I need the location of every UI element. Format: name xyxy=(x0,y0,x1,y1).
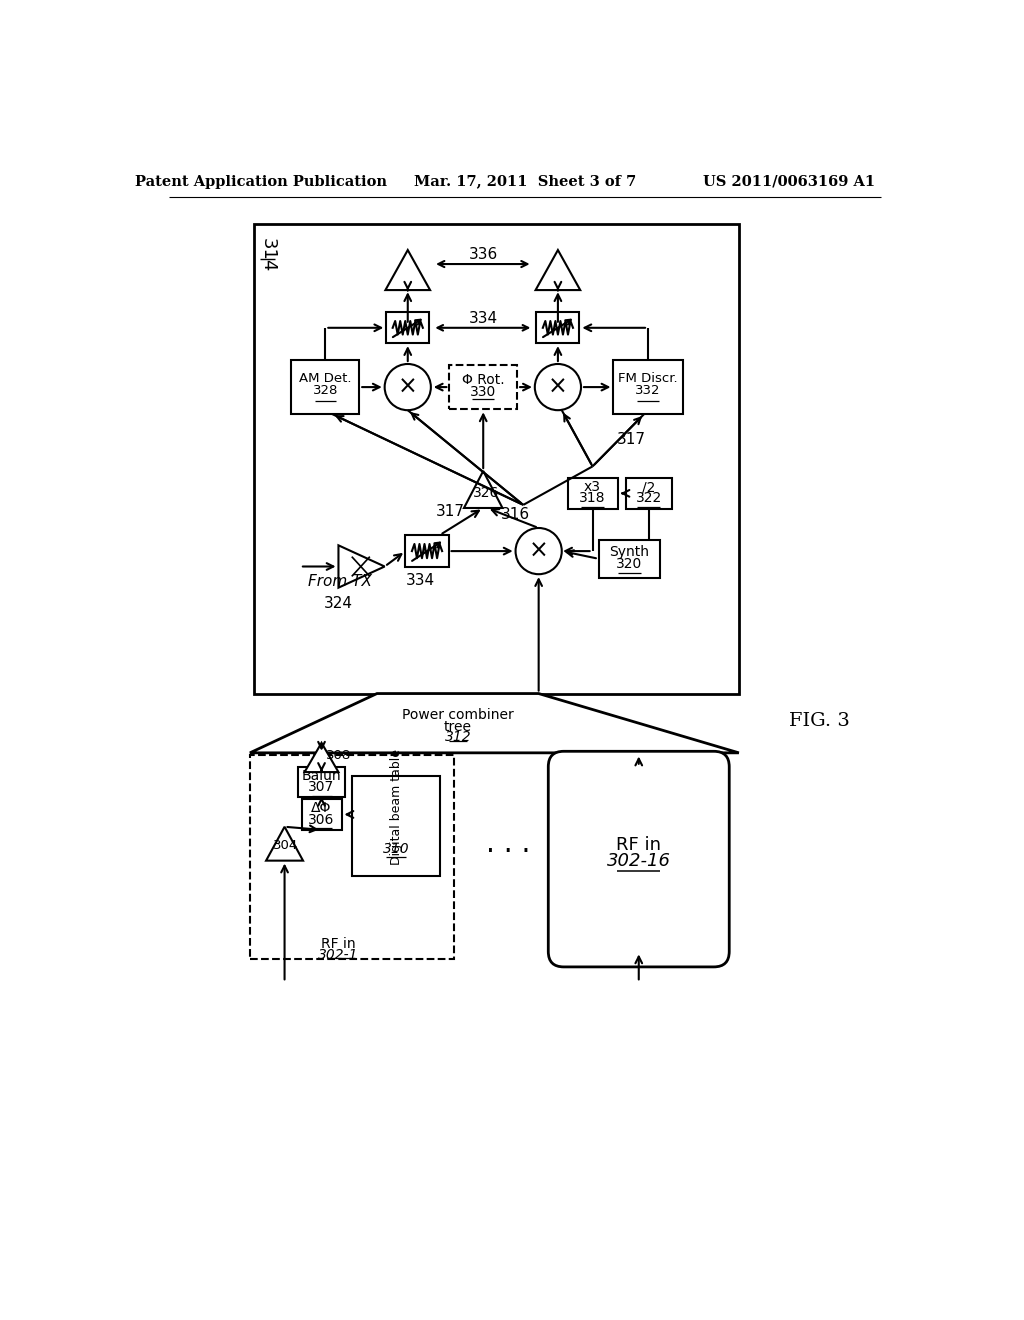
Text: 336: 336 xyxy=(469,247,498,263)
Text: 304: 304 xyxy=(273,838,299,851)
Polygon shape xyxy=(250,693,739,752)
Circle shape xyxy=(515,528,562,574)
Bar xyxy=(613,360,683,414)
Text: /2: /2 xyxy=(642,480,655,494)
Text: 334: 334 xyxy=(469,312,498,326)
Text: FIG. 3: FIG. 3 xyxy=(790,711,850,730)
Bar xyxy=(567,478,617,508)
Text: 328: 328 xyxy=(312,384,338,397)
Text: . . .: . . . xyxy=(485,830,530,858)
Text: Power combiner: Power combiner xyxy=(402,708,514,722)
Text: From TX: From TX xyxy=(307,574,372,590)
Bar xyxy=(292,360,359,414)
Text: 317: 317 xyxy=(435,503,465,519)
Text: Φ Rot.: Φ Rot. xyxy=(462,374,505,387)
Polygon shape xyxy=(464,471,503,508)
Text: AM Det.: AM Det. xyxy=(299,372,351,385)
Text: 326: 326 xyxy=(473,486,500,499)
Text: RF in: RF in xyxy=(616,837,662,854)
Text: ×: × xyxy=(548,375,567,399)
Bar xyxy=(352,776,440,876)
Text: ΔΦ: ΔΦ xyxy=(311,801,332,816)
Bar xyxy=(626,478,672,508)
Polygon shape xyxy=(266,826,303,861)
Bar xyxy=(537,313,580,343)
Text: 310: 310 xyxy=(383,842,410,857)
Text: 314: 314 xyxy=(259,238,276,272)
Text: ×: × xyxy=(528,539,549,564)
Bar xyxy=(298,767,345,797)
Text: 318: 318 xyxy=(580,491,606,506)
Text: FM Discr.: FM Discr. xyxy=(618,372,678,385)
Bar xyxy=(250,755,454,960)
Text: Synth: Synth xyxy=(609,545,649,558)
Circle shape xyxy=(535,364,581,411)
Text: 308: 308 xyxy=(326,750,351,763)
Text: 312: 312 xyxy=(444,730,471,744)
Bar xyxy=(599,540,660,578)
Text: 334: 334 xyxy=(407,573,435,587)
Text: ×: × xyxy=(398,375,418,399)
Text: 330: 330 xyxy=(470,385,497,400)
Circle shape xyxy=(385,364,431,411)
Text: 302-16: 302-16 xyxy=(607,851,671,870)
Text: x3: x3 xyxy=(584,480,601,494)
Text: 316: 316 xyxy=(501,507,530,521)
Text: 322: 322 xyxy=(636,491,662,506)
Text: 302-1: 302-1 xyxy=(318,948,358,961)
Polygon shape xyxy=(339,545,385,587)
Polygon shape xyxy=(304,743,339,772)
Text: Digital beam table: Digital beam table xyxy=(390,748,402,865)
Bar xyxy=(386,313,429,343)
Text: Patent Application Publication: Patent Application Publication xyxy=(135,174,387,189)
FancyBboxPatch shape xyxy=(548,751,729,966)
Text: 306: 306 xyxy=(308,813,335,826)
Bar xyxy=(254,224,739,693)
Text: Balun: Balun xyxy=(302,770,341,783)
Text: 307: 307 xyxy=(308,780,335,795)
Text: 324: 324 xyxy=(324,595,353,611)
Text: 332: 332 xyxy=(635,384,660,397)
Text: tree: tree xyxy=(443,719,472,734)
Polygon shape xyxy=(385,249,430,290)
Text: 317: 317 xyxy=(616,432,645,447)
Bar xyxy=(450,364,517,409)
Text: RF in: RF in xyxy=(322,937,355,950)
Text: Mar. 17, 2011  Sheet 3 of 7: Mar. 17, 2011 Sheet 3 of 7 xyxy=(414,174,636,189)
Bar xyxy=(406,535,449,568)
Bar xyxy=(301,799,342,830)
Text: 320: 320 xyxy=(616,557,643,572)
Text: US 2011/0063169 A1: US 2011/0063169 A1 xyxy=(702,174,874,189)
Polygon shape xyxy=(536,249,581,290)
